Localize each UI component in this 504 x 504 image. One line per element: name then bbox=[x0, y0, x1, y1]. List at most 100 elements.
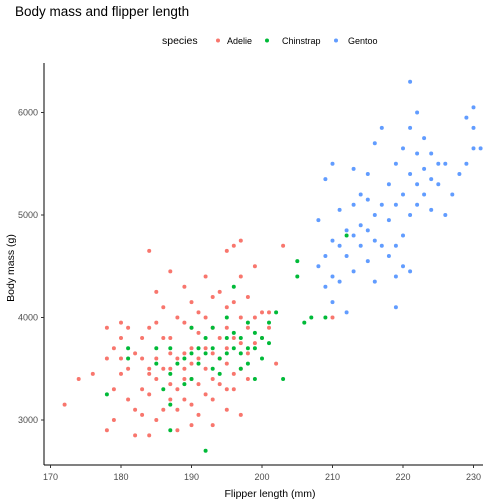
point-chinstrap bbox=[302, 320, 307, 325]
point-adelie bbox=[133, 433, 138, 438]
point-adelie bbox=[245, 295, 250, 299]
point-chinstrap bbox=[217, 371, 222, 376]
point-gentoo bbox=[422, 136, 427, 141]
point-chinstrap bbox=[245, 361, 250, 366]
point-gentoo bbox=[330, 161, 335, 166]
point-adelie bbox=[140, 387, 145, 392]
point-chinstrap bbox=[203, 351, 208, 356]
point-adelie bbox=[168, 382, 173, 387]
point-gentoo bbox=[358, 243, 363, 248]
point-gentoo bbox=[471, 105, 476, 110]
point-gentoo bbox=[337, 279, 342, 284]
point-adelie bbox=[62, 402, 67, 407]
point-gentoo bbox=[393, 243, 398, 248]
point-chinstrap bbox=[245, 320, 250, 325]
point-adelie bbox=[231, 243, 236, 248]
point-chinstrap bbox=[203, 336, 208, 340]
legend-item-chinstrap: Chinstrap bbox=[265, 36, 321, 46]
x-tick-label: 190 bbox=[184, 472, 199, 482]
point-adelie bbox=[182, 284, 187, 289]
point-adelie bbox=[203, 392, 208, 397]
point-gentoo bbox=[422, 166, 427, 171]
point-chinstrap bbox=[217, 356, 222, 361]
y-axis-title: Body mass (g) bbox=[5, 234, 17, 302]
point-adelie bbox=[252, 341, 257, 346]
point-gentoo bbox=[464, 115, 469, 120]
point-adelie bbox=[154, 356, 159, 361]
point-gentoo bbox=[365, 197, 370, 202]
point-gentoo bbox=[344, 254, 349, 258]
point-adelie bbox=[119, 356, 123, 361]
point-gentoo bbox=[471, 146, 476, 151]
point-adelie bbox=[203, 346, 208, 351]
y-tick-label: 4000 bbox=[18, 313, 38, 323]
point-adelie bbox=[154, 377, 159, 381]
point-chinstrap bbox=[182, 382, 187, 387]
point-chinstrap bbox=[104, 392, 109, 397]
point-adelie bbox=[147, 248, 152, 253]
x-tick-label: 230 bbox=[466, 472, 481, 482]
point-adelie bbox=[224, 407, 229, 412]
point-chinstrap bbox=[210, 346, 215, 351]
point-gentoo bbox=[323, 254, 328, 258]
point-adelie bbox=[140, 336, 145, 340]
point-adelie bbox=[154, 418, 159, 422]
point-adelie bbox=[217, 336, 222, 340]
point-gentoo bbox=[393, 161, 398, 166]
point-gentoo bbox=[408, 172, 413, 176]
point-chinstrap bbox=[224, 315, 229, 320]
point-adelie bbox=[161, 305, 166, 310]
point-gentoo bbox=[365, 228, 370, 233]
point-adelie bbox=[168, 366, 173, 371]
point-gentoo bbox=[330, 274, 335, 279]
y-axis-ticks: 3000 4000 5000 6000 bbox=[18, 108, 44, 425]
point-gentoo bbox=[344, 228, 349, 233]
point-adelie bbox=[161, 336, 166, 340]
point-adelie bbox=[238, 412, 243, 417]
point-adelie bbox=[147, 366, 152, 371]
point-adelie bbox=[111, 418, 116, 422]
point-chinstrap bbox=[252, 330, 257, 335]
point-adelie bbox=[189, 402, 194, 407]
point-adelie bbox=[196, 412, 201, 417]
point-adelie bbox=[203, 274, 208, 279]
point-gentoo bbox=[344, 310, 349, 315]
point-gentoo bbox=[408, 79, 413, 84]
point-chinstrap bbox=[274, 310, 279, 315]
chart-title: Body mass and flipper length bbox=[15, 4, 189, 19]
point-gentoo bbox=[358, 223, 363, 228]
point-chinstrap bbox=[224, 336, 229, 340]
legend-key-chinstrap bbox=[265, 38, 269, 43]
point-chinstrap bbox=[323, 315, 328, 320]
point-adelie bbox=[161, 407, 166, 412]
point-gentoo bbox=[429, 207, 434, 212]
point-adelie bbox=[168, 351, 173, 356]
point-chinstrap bbox=[267, 341, 271, 346]
point-chinstrap bbox=[231, 330, 236, 335]
point-adelie bbox=[168, 269, 173, 274]
point-chinstrap bbox=[126, 356, 131, 361]
point-gentoo bbox=[351, 202, 356, 207]
x-tick-label: 210 bbox=[325, 472, 340, 482]
point-adelie bbox=[274, 361, 279, 366]
point-adelie bbox=[133, 407, 138, 412]
point-adelie bbox=[175, 387, 180, 392]
point-adelie bbox=[196, 310, 201, 315]
point-adelie bbox=[196, 330, 201, 335]
point-adelie bbox=[147, 325, 152, 330]
point-adelie bbox=[175, 407, 180, 412]
point-chinstrap bbox=[189, 377, 194, 381]
point-adelie bbox=[281, 243, 286, 248]
point-gentoo bbox=[422, 192, 427, 197]
point-adelie bbox=[224, 387, 229, 392]
point-gentoo bbox=[436, 161, 441, 166]
point-chinstrap bbox=[260, 356, 264, 361]
legend-key-adelie bbox=[216, 38, 220, 43]
point-gentoo bbox=[379, 125, 384, 130]
point-gentoo bbox=[401, 233, 405, 238]
point-gentoo bbox=[351, 269, 356, 274]
point-adelie bbox=[196, 356, 201, 361]
point-adelie bbox=[210, 377, 215, 381]
point-chinstrap bbox=[168, 346, 173, 351]
point-chinstrap bbox=[189, 351, 194, 356]
